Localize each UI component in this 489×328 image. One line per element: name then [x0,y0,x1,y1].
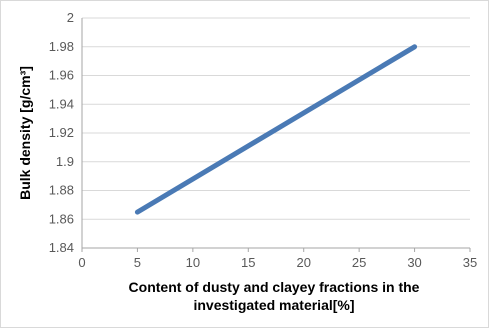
y-tick-label: 1.84 [49,240,74,255]
x-tick-label: 30 [407,255,421,270]
x-tick-label: 20 [296,255,310,270]
y-tick-label: 1.88 [49,183,74,198]
series-group [134,44,418,215]
x-tick-label: 0 [78,255,85,270]
axes [81,18,471,252]
gridlines [82,17,470,249]
series-line-0 [134,44,418,215]
x-tick-labels: 0 5 10 15 20 25 30 35 [78,255,477,270]
x-tick-label: 35 [463,255,477,270]
x-tick-label: 15 [241,255,255,270]
x-tick-label: 5 [134,255,141,270]
y-tick-label: 1.9 [56,154,74,169]
y-tick-label: 1.98 [49,39,74,54]
y-tick-label: 1.92 [49,125,74,140]
x-tick-label: 10 [186,255,200,270]
x-tick-label: 25 [352,255,366,270]
y-tick-label: 2 [67,10,74,25]
x-axis-title-line1: Content of dusty and clayey fractions in… [129,279,420,295]
y-tick-label: 1.86 [49,211,74,226]
y-tick-label: 1.96 [49,68,74,83]
y-axis-title: Bulk density [g/cm³] [17,66,33,200]
x-axis-title-line2: investigated material[%] [193,297,354,313]
y-tick-label: 1.94 [49,96,74,111]
y-tick-labels: 1.84 1.86 1.88 1.9 1.92 1.94 1.96 1.98 2 [49,10,74,255]
